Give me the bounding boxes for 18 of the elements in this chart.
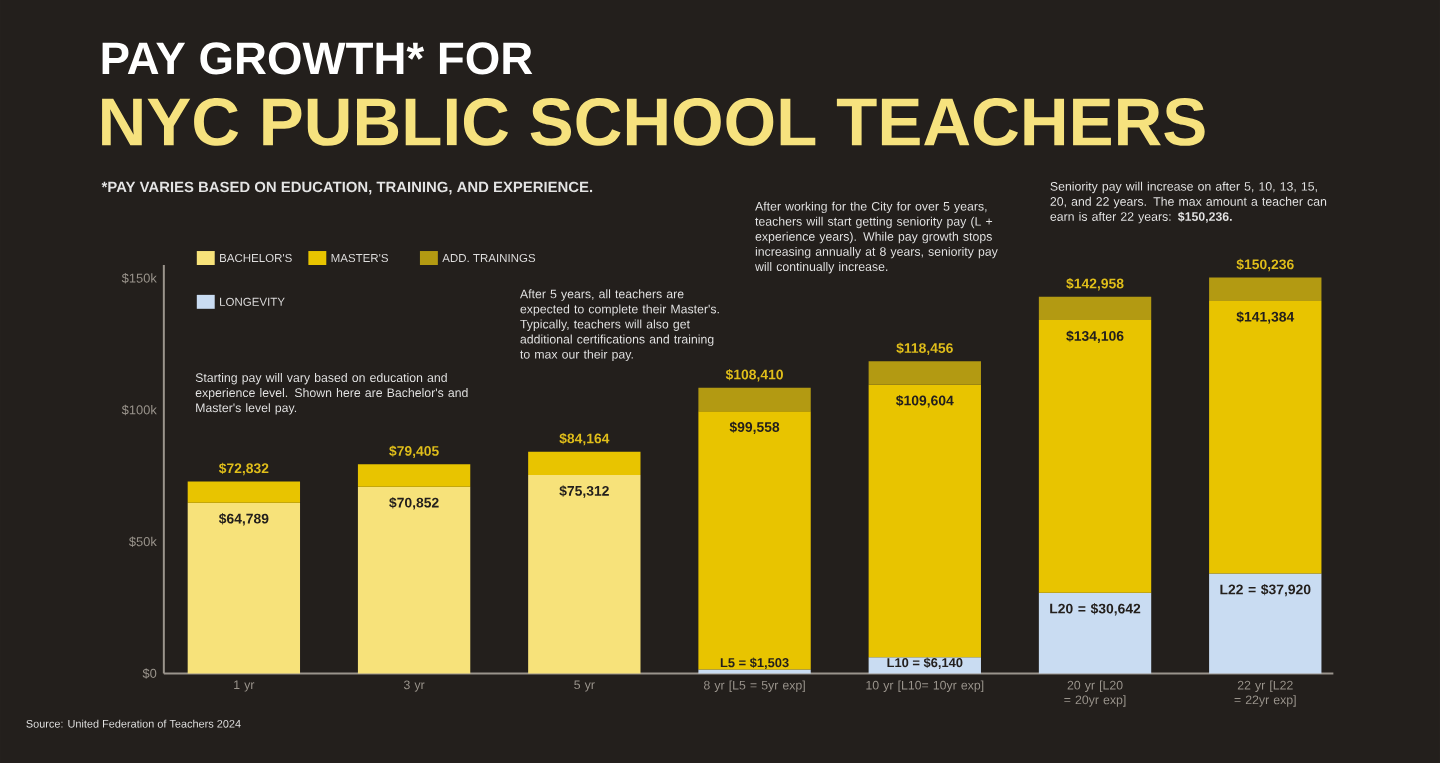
- bar: [1038, 593, 1152, 674]
- bar: [868, 361, 981, 386]
- bar: [357, 464, 471, 488]
- bar: [1209, 278, 1322, 302]
- bar: [357, 487, 471, 674]
- bar: [187, 482, 301, 504]
- bar: [868, 385, 981, 658]
- bar: [528, 475, 641, 674]
- chart-subtitle: NYC PUBLIC SCHOOL TEACHERS: [102, 98, 1205, 147]
- bar: [528, 452, 641, 476]
- bar: [1209, 301, 1322, 575]
- bar: [1209, 574, 1322, 674]
- bar: [698, 411, 811, 670]
- bar: [1038, 297, 1152, 321]
- chart-title: PAY GROWTH* FOR: [102, 42, 533, 76]
- bar: [698, 388, 811, 412]
- bar: [187, 503, 301, 674]
- bar: [1038, 320, 1152, 594]
